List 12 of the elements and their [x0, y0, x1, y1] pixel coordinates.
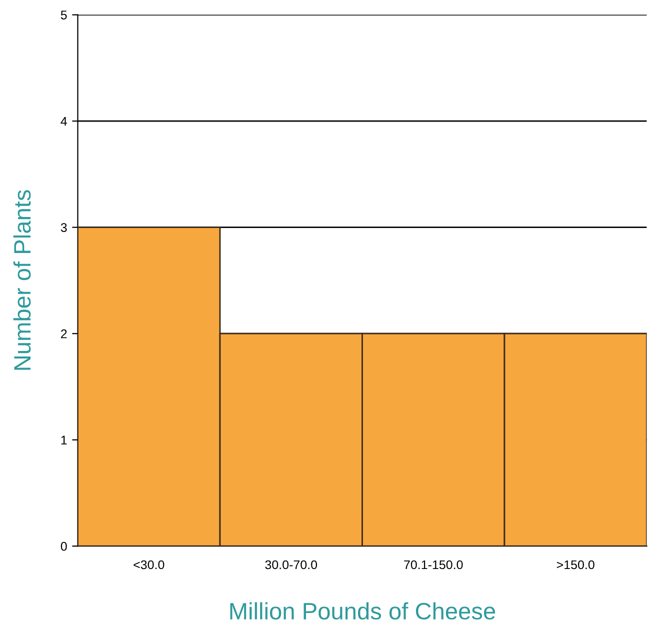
- x-tick-label: 30.0-70.0: [265, 560, 318, 570]
- x-tick-label: 70.1-150.0: [404, 560, 463, 570]
- y-axis-title: Number of Plants: [13, 190, 31, 370]
- y-tick-label: 5: [60, 10, 67, 20]
- y-tick-label: 1: [61, 436, 67, 444]
- y-tick-label: 3: [60, 223, 67, 232]
- x-axis-title: Million Pounds of Cheese: [230, 602, 496, 620]
- y-tick-label: 4: [60, 117, 67, 126]
- y-tick-label: 0: [60, 542, 67, 551]
- y-tick-label: 2: [61, 329, 67, 338]
- x-tick-label: >150.0: [556, 560, 594, 570]
- x-tick-label: <30.0: [134, 560, 164, 570]
